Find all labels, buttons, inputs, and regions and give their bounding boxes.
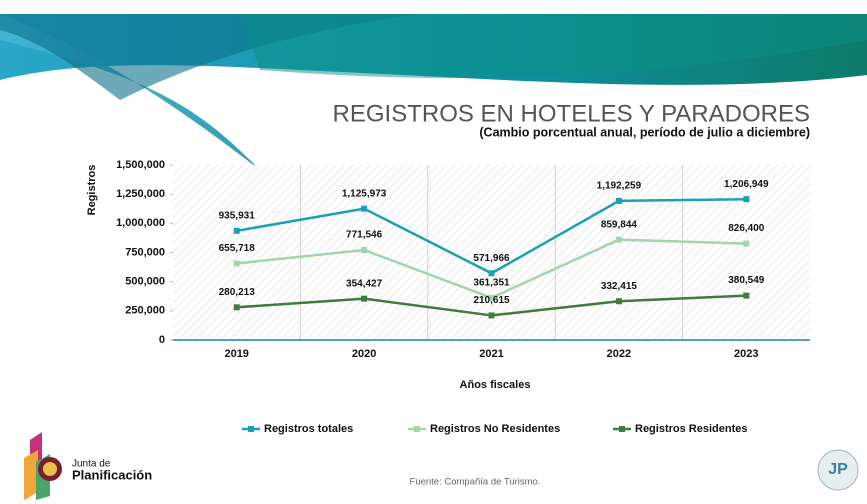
logo-text: Planificación [72,467,152,482]
legend-label: Registros Residentes [635,423,747,435]
legend-marker [248,426,254,432]
value-label: 210,615 [473,295,510,306]
point-marker [615,298,622,305]
point-marker [488,270,495,277]
x-tick-label: 2022 [607,348,631,360]
value-label: 571,966 [473,253,510,264]
value-label: 1,192,259 [597,181,642,192]
legend-label: Registros No Residentes [430,423,560,435]
legend-marker [414,426,420,432]
y-tick-label: 750,000 [125,246,165,258]
value-label: 280,213 [219,287,256,298]
point-marker [233,227,240,234]
value-label: 771,546 [346,230,383,241]
value-label: 354,427 [346,278,383,289]
y-tick-label: 250,000 [125,305,165,317]
header-banner [0,14,867,170]
value-label: 935,931 [219,210,256,221]
legend-label: Registros totales [264,423,353,435]
y-tick-label: 500,000 [125,276,165,288]
point-marker [743,240,750,247]
value-label: 380,549 [728,275,765,286]
logo: Junta de Planificación [24,432,152,500]
y-tick-label: 0 [159,334,165,346]
logo-text: Junta de [72,459,111,470]
x-tick-label: 2020 [352,348,376,360]
badge: JP [817,449,859,491]
y-tick-label: 1,500,000 [116,159,165,171]
chart-title: REGISTROS EN HOTELES Y PARADORES [333,100,810,127]
value-label: 859,844 [601,219,638,230]
y-tick-label: 1,250,000 [116,188,165,200]
value-label: 1,206,949 [724,179,769,190]
value-label: 361,351 [473,277,510,288]
value-label: 1,125,973 [342,188,387,199]
value-label: 655,718 [219,243,256,254]
point-marker [361,205,368,212]
value-label: 826,400 [728,223,765,234]
legend-marker [619,426,625,432]
y-axis-title: Registros [86,165,98,216]
point-marker [233,304,240,311]
point-marker [233,260,240,267]
point-marker [615,236,622,243]
value-label: 332,415 [601,281,638,292]
source: Fuente: Compañía de Turismo. [410,477,541,488]
x-tick-label: 2021 [479,348,503,360]
point-marker [361,246,368,253]
plot-background [173,165,810,340]
y-tick-label: 1,000,000 [116,217,165,229]
point-marker [743,292,750,299]
x-axis-title: Años fiscales [460,379,531,391]
x-tick-label: 2019 [224,348,248,360]
badge-text: JP [828,461,848,478]
point-marker [615,197,622,204]
point-marker [743,196,750,203]
x-tick-label: 2023 [734,348,758,360]
point-marker [488,312,495,319]
chart-subtitle: (Cambio porcentual anual, período de jul… [479,125,810,139]
point-marker [361,295,368,302]
point-marker [488,294,495,301]
